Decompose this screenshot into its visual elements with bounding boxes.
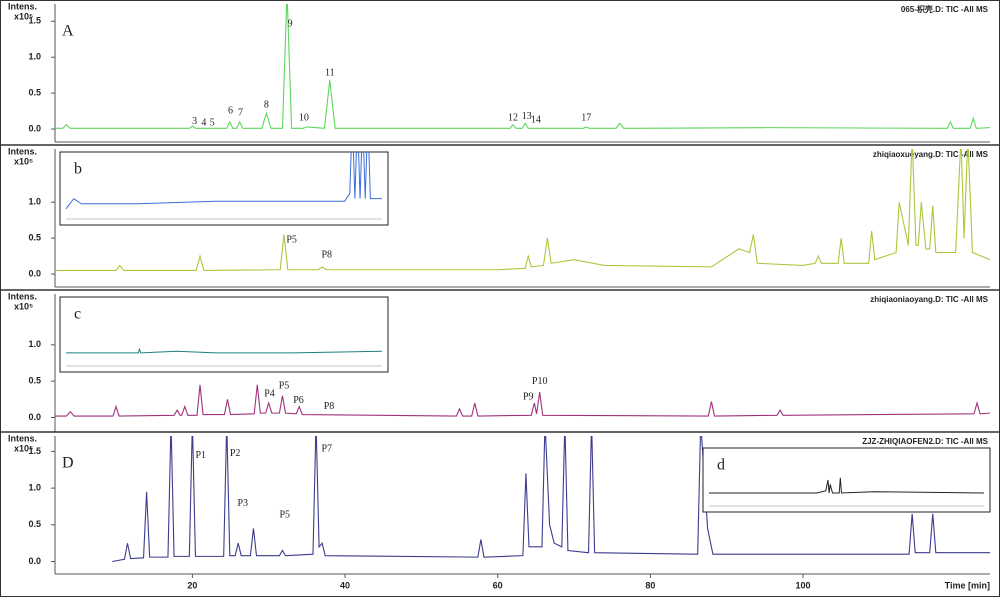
y-tick-label: 1.0 bbox=[28, 52, 41, 62]
inset-box bbox=[59, 296, 389, 373]
y-tick-label: 0.5 bbox=[28, 376, 41, 386]
y-tick-label: 0.0 bbox=[28, 268, 41, 278]
peak-label: 7 bbox=[238, 108, 243, 119]
inset-label: c bbox=[74, 306, 81, 323]
peak-label: 14 bbox=[531, 115, 541, 126]
chart-title: zhiqiaoxueyang.D: TIC -All MS bbox=[873, 150, 989, 159]
y-unit: x10⁵ bbox=[14, 11, 33, 21]
y-tick-label: 1.5 bbox=[28, 446, 41, 456]
x-tick-label: 80 bbox=[645, 580, 655, 590]
peak-label: P2 bbox=[230, 448, 241, 459]
x-tick-label: 60 bbox=[493, 580, 503, 590]
y-tick-label: 0.0 bbox=[28, 412, 41, 422]
peak-label: P9 bbox=[523, 391, 534, 402]
inset-box bbox=[702, 447, 991, 513]
y-tick-label: 0.5 bbox=[28, 519, 41, 529]
peak-label: P1 bbox=[196, 450, 207, 461]
y-tick-label: 0.0 bbox=[28, 556, 41, 566]
peak-label: 11 bbox=[325, 67, 335, 78]
x-label: Time [min] bbox=[945, 580, 990, 590]
peak-label: P5 bbox=[279, 510, 290, 521]
y-unit: x10⁵ bbox=[14, 301, 33, 311]
y-tick-label: 0.5 bbox=[28, 88, 41, 98]
peak-label: P8 bbox=[324, 401, 335, 412]
trace bbox=[55, 384, 990, 417]
peak-label: 9 bbox=[288, 18, 293, 29]
y-label: Intens. bbox=[8, 433, 37, 443]
trace bbox=[55, 149, 990, 272]
inset-trace bbox=[66, 347, 383, 354]
panel-label: D bbox=[62, 455, 74, 472]
peak-label: 17 bbox=[581, 113, 591, 124]
y-unit: x10⁵ bbox=[14, 156, 33, 166]
peak-label: P4 bbox=[264, 389, 275, 400]
peak-label: 12 bbox=[508, 113, 518, 124]
x-tick-label: 100 bbox=[795, 580, 810, 590]
y-label: Intens. bbox=[8, 146, 37, 156]
chart-title: zhiqiaoniaoyang.D: TIC -All MS bbox=[870, 295, 988, 304]
peak-label: P5 bbox=[279, 381, 290, 392]
inset-label: d bbox=[717, 457, 725, 474]
peak-label: P3 bbox=[237, 498, 248, 509]
y-label: Intens. bbox=[8, 1, 37, 11]
peak-label: P8 bbox=[321, 250, 332, 261]
trace bbox=[112, 436, 990, 563]
x-tick-label: 20 bbox=[187, 580, 197, 590]
peak-label: 5 bbox=[210, 118, 215, 129]
peak-label: 13 bbox=[522, 111, 532, 122]
peak-label: 10 bbox=[299, 113, 309, 124]
y-label: Intens. bbox=[8, 291, 37, 301]
y-tick-label: 1.0 bbox=[28, 482, 41, 492]
peak-label: 3 bbox=[192, 116, 197, 127]
y-unit: x10⁵ bbox=[14, 443, 33, 453]
y-tick-label: 0.5 bbox=[28, 233, 41, 243]
peak-label: 6 bbox=[228, 105, 233, 116]
peak-label: 4 bbox=[201, 118, 206, 129]
x-tick-label: 40 bbox=[340, 580, 350, 590]
trace bbox=[55, 4, 990, 129]
inset-box bbox=[59, 151, 389, 226]
peak-label: P7 bbox=[321, 444, 332, 455]
peak-label: 8 bbox=[264, 100, 269, 111]
y-tick-label: 0.0 bbox=[28, 123, 41, 133]
chart-title: 065-枳壳.D: TIC -All MS bbox=[901, 4, 989, 14]
panel-label: A bbox=[62, 23, 74, 40]
inset-trace bbox=[709, 477, 985, 494]
y-tick-label: 1.0 bbox=[28, 197, 41, 207]
peak-label: P5 bbox=[286, 235, 297, 246]
peak-label: P10 bbox=[532, 376, 548, 387]
chart-title: ZJZ-ZHIQIAOFEN2.D: TIC -All MS bbox=[862, 437, 988, 446]
inset-trace bbox=[65, 152, 382, 210]
y-tick-label: 1.5 bbox=[28, 16, 41, 26]
peak-label: P6 bbox=[293, 395, 304, 406]
inset-label: b bbox=[74, 161, 82, 178]
y-tick-label: 1.0 bbox=[28, 339, 41, 349]
